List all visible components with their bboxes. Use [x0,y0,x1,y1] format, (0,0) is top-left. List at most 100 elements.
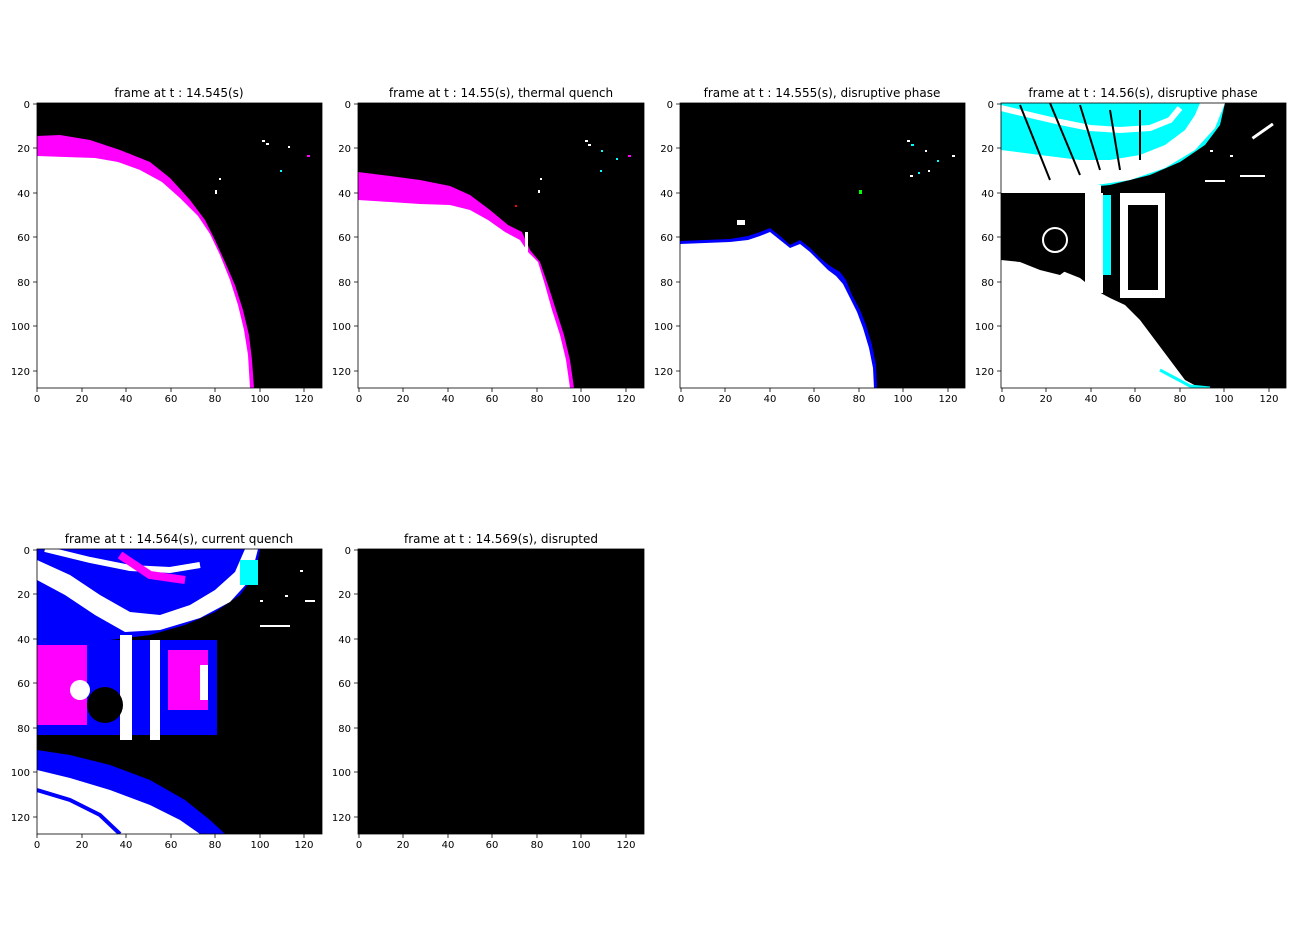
subplot-6-title: frame at t : 14.569(s), disrupted [404,532,598,546]
subplot-1-xtick-label: 120 [294,394,313,405]
subplot-1-xtick-label: 80 [209,394,222,405]
subplot-4-ytick-label: 120 [975,367,994,378]
subplot-6-xtick-label: 0 [356,840,362,851]
subplot-2-ytick-label: 60 [338,233,351,244]
subplot-2-xtick-label: 60 [486,394,499,405]
subplot-1-ytick-label: 60 [17,233,30,244]
subplot-6-xtick-label: 80 [531,840,544,851]
subplot-4-xtick-label: 120 [1259,394,1278,405]
subplot-1-xtick-label: 40 [120,394,133,405]
subplot-4-xtick-label: 20 [1040,394,1053,405]
subplot-5: frame at t : 14.564(s), current quench [11,532,323,851]
subplot-3-xtick-label: 60 [808,394,821,405]
subplot-2-ytick-label: 40 [338,189,351,200]
subplot-5-xtick-label: 100 [250,840,269,851]
subplot-1-ytick-label: 40 [17,189,30,200]
subplot-1-ytick-label: 20 [17,144,30,155]
subplot-4-ytick-label: 40 [981,189,994,200]
subplot-3-xtick-label: 20 [719,394,732,405]
subplot-2-ytick-label: 80 [338,278,351,289]
subplot-1-axes [33,102,323,392]
subplot-5-ytick-label: 0 [24,546,30,557]
subplot-4-ytick-label: 100 [975,322,994,333]
subplot-3: frame at t : 14.555(s), disruptive phase… [654,86,966,405]
subplot-2-xtick-label: 0 [356,394,362,405]
subplot-4-xtick-label: 100 [1214,394,1233,405]
subplot-3-ytick-label: 40 [660,189,673,200]
subplot-5-ytick-label: 60 [17,679,30,690]
subplot-3-ytick-label: 80 [660,278,673,289]
subplot-4: frame at t : 14.56(s), disruptive phase [975,86,1287,405]
subplot-5-ytick-label: 20 [17,590,30,601]
subplot-1-ytick-label: 80 [17,278,30,289]
subplot-2-xtick-label: 80 [531,394,544,405]
subplot-2-xtick-label: 120 [616,394,635,405]
subplot-1-image [37,103,322,388]
subplot-2: frame at t : 14.55(s), thermal quench 0 … [332,86,645,405]
subplot-2-ytick-label: 100 [332,322,351,333]
subplot-4-image [1001,103,1286,388]
subplot-6-ytick-label: 100 [332,768,351,779]
subplot-3-axes [676,102,966,392]
subplot-1-title: frame at t : 14.545(s) [114,86,243,100]
subplot-1-ytick-label: 0 [24,100,30,111]
subplot-5-xtick-label: 40 [120,840,133,851]
subplot-5-ytick-label: 40 [17,635,30,646]
subplot-6-xtick-label: 40 [442,840,455,851]
subplot-3-xtick-label: 40 [764,394,777,405]
subplot-2-ytick-label: 0 [345,100,351,111]
subplot-2-xtick-label: 40 [442,394,455,405]
subplot-5-xtick-label: 20 [76,840,89,851]
subplot-3-title: frame at t : 14.555(s), disruptive phase [704,86,941,100]
subplot-6-ytick-label: 60 [338,679,351,690]
subplot-2-axes [354,102,645,392]
subplot-4-ytick-label: 0 [988,100,994,111]
subplot-1-xtick-label: 100 [250,394,269,405]
subplot-4-xtick-label: 80 [1174,394,1187,405]
subplot-5-ytick-label: 120 [11,813,30,824]
subplot-5-xtick-label: 60 [165,840,178,851]
subplot-1-ytick-label: 100 [11,322,30,333]
subplot-6-ytick-label: 120 [332,813,351,824]
subplot-6-ytick-label: 80 [338,724,351,735]
subplot-5-ytick-label: 100 [11,768,30,779]
subplot-3-ytick-label: 120 [654,367,673,378]
subplot-4-xtick-label: 60 [1129,394,1142,405]
subplot-3-xtick-label: 100 [893,394,912,405]
subplot-1: frame at t : 14.545(s) 0 20 40 60 80 100… [11,86,323,405]
subplot-6-ytick-label: 20 [338,590,351,601]
subplot-4-ytick-label: 20 [981,144,994,155]
subplot-4-ytick-label: 80 [981,278,994,289]
subplot-1-xtick-label: 0 [34,394,40,405]
subplot-2-xtick-label: 100 [571,394,590,405]
subplot-3-xtick-label: 120 [938,394,957,405]
subplot-4-axes [997,102,1287,392]
subplot-1-ytick-label: 120 [11,367,30,378]
subplot-6-xtick-label: 100 [571,840,590,851]
subplot-6-xtick-label: 20 [397,840,410,851]
subplot-6-ytick-label: 0 [345,546,351,557]
subplot-2-ytick-label: 20 [338,144,351,155]
subplot-2-ytick-label: 120 [332,367,351,378]
subplot-6-ytick-label: 40 [338,635,351,646]
subplot-6-xtick-label: 60 [486,840,499,851]
subplot-5-ytick-label: 80 [17,724,30,735]
subplot-3-ytick-label: 0 [667,100,673,111]
subplot-6-xtick-label: 120 [616,840,635,851]
subplot-2-xtick-label: 20 [397,394,410,405]
subplot-3-xtick-label: 0 [678,394,684,405]
subplot-2-title: frame at t : 14.55(s), thermal quench [389,86,613,100]
subplot-4-title: frame at t : 14.56(s), disruptive phase [1028,86,1257,100]
subplot-5-xtick-label: 0 [34,840,40,851]
subplot-1-xtick-label: 20 [76,394,89,405]
subplot-1-xtick-label: 60 [165,394,178,405]
subplot-5-xtick-label: 80 [209,840,222,851]
subplot-5-image [37,549,322,834]
subplot-6: frame at t : 14.569(s), disrupted 0 20 4… [332,532,645,851]
subplot-2-image [358,103,644,388]
subplot-5-xtick-label: 120 [294,840,313,851]
subplot-4-ytick-label: 60 [981,233,994,244]
subplot-4-xtick-label: 0 [999,394,1005,405]
subplot-3-xtick-label: 80 [853,394,866,405]
